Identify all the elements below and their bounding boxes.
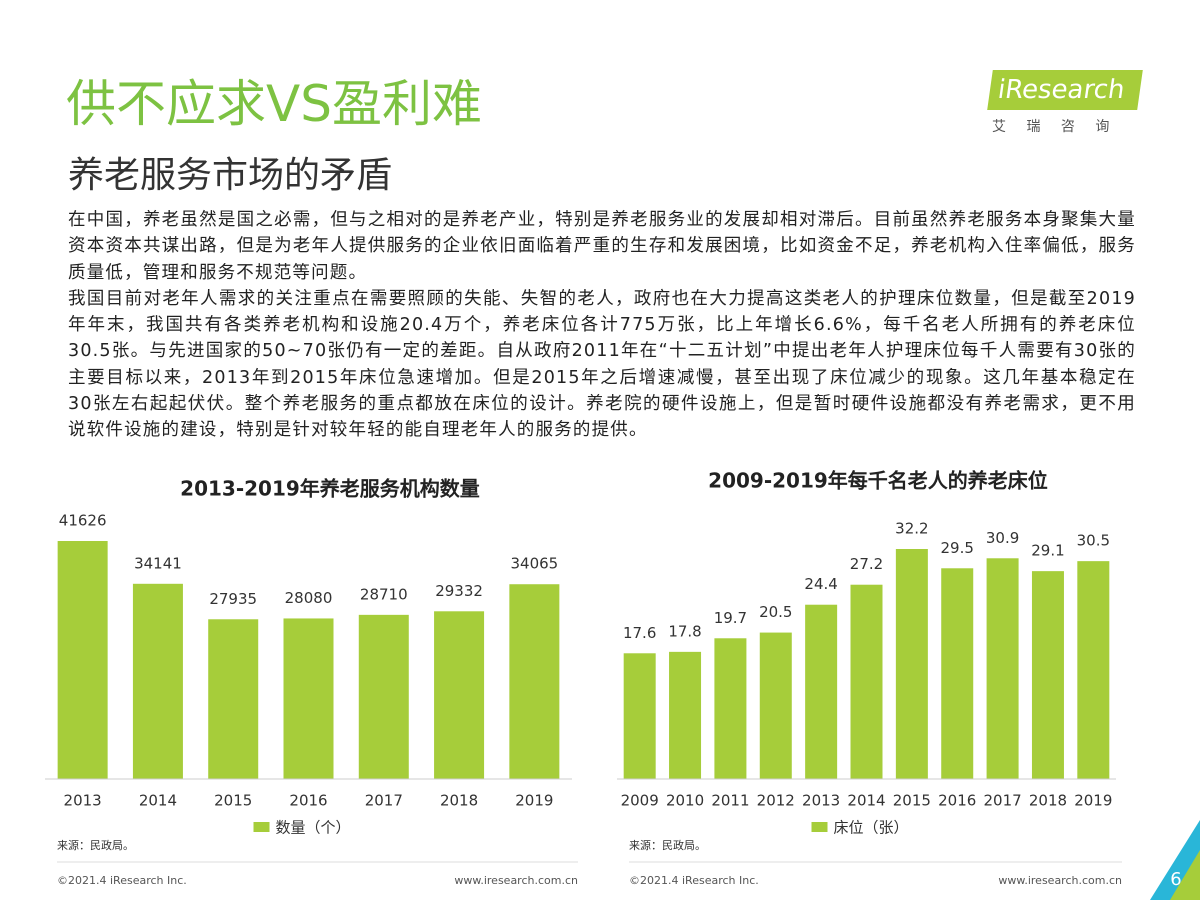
x-tick-label: 2013 bbox=[64, 792, 102, 810]
footer-url: www.iresearch.com.cn bbox=[998, 874, 1122, 887]
bar bbox=[358, 614, 409, 779]
bar bbox=[434, 611, 485, 779]
data-label: 28080 bbox=[285, 589, 333, 607]
data-label: 30.5 bbox=[1077, 532, 1110, 550]
x-tick-label: 2010 bbox=[666, 792, 704, 810]
data-label: 34065 bbox=[510, 555, 558, 573]
bar bbox=[623, 653, 656, 779]
slide-subtitle: 养老服务市场的矛盾 bbox=[68, 155, 393, 196]
x-tick-label: 2014 bbox=[139, 792, 177, 810]
data-label: 29.1 bbox=[1031, 542, 1064, 560]
legend-swatch bbox=[253, 822, 270, 832]
paragraph: 在中国，养老虽然是国之必需，但与之相对的是养老产业，特别是养老服务业的发展却相对… bbox=[68, 210, 1136, 283]
footer-copyright: ©2021.4 iResearch Inc. bbox=[57, 874, 187, 887]
data-label: 17.6 bbox=[623, 624, 656, 642]
bar bbox=[208, 619, 259, 779]
footer-copyright: ©2021.4 iResearch Inc. bbox=[629, 874, 759, 887]
footer-url: www.iresearch.com.cn bbox=[454, 874, 578, 887]
legend-label: 数量（个） bbox=[276, 819, 351, 837]
data-label: 27.2 bbox=[850, 555, 883, 573]
data-label: 41626 bbox=[59, 512, 107, 530]
x-tick-label: 2014 bbox=[847, 792, 885, 810]
legend-label: 床位（张） bbox=[834, 819, 909, 837]
bar bbox=[1031, 571, 1064, 779]
bar bbox=[941, 568, 974, 779]
body-text: 在中国，养老虽然是国之必需，但与之相对的是养老产业，特别是养老服务业的发展却相对… bbox=[68, 207, 1136, 444]
data-label: 24.4 bbox=[804, 575, 837, 593]
x-tick-label: 2011 bbox=[711, 792, 749, 810]
bar bbox=[509, 584, 560, 779]
logo-cn: 艾 瑞 咨 询 bbox=[992, 119, 1118, 135]
source-note: 来源：民政局。 bbox=[629, 838, 706, 852]
x-tick-label: 2016 bbox=[938, 792, 976, 810]
legend-swatch bbox=[811, 822, 828, 832]
bar bbox=[805, 604, 838, 779]
x-tick-label: 2017 bbox=[365, 792, 403, 810]
data-label: 28710 bbox=[360, 585, 408, 603]
bar bbox=[714, 638, 747, 779]
source-note: 来源：民政局。 bbox=[57, 838, 134, 852]
bar bbox=[132, 583, 183, 779]
bar bbox=[669, 651, 702, 779]
x-tick-label: 2016 bbox=[289, 792, 327, 810]
slide-title: 供不应求VS盈利难 bbox=[66, 75, 482, 133]
data-label: 30.9 bbox=[986, 529, 1019, 547]
bar bbox=[759, 632, 792, 779]
bar bbox=[57, 541, 108, 779]
chart-title: 2009-2019年每千名老人的养老床位 bbox=[708, 469, 1048, 493]
paragraph: 我国目前对老年人需求的关注重点在需要照顾的失能、失智的老人，政府也在大力提高这类… bbox=[68, 288, 1136, 441]
x-tick-label: 2019 bbox=[515, 792, 553, 810]
x-tick-label: 2013 bbox=[802, 792, 840, 810]
x-tick-label: 2018 bbox=[1029, 792, 1067, 810]
x-tick-label: 2019 bbox=[1074, 792, 1112, 810]
x-tick-label: 2018 bbox=[440, 792, 478, 810]
x-tick-label: 2009 bbox=[621, 792, 659, 810]
bar bbox=[895, 549, 928, 779]
data-label: 20.5 bbox=[759, 603, 792, 621]
corner-decoration bbox=[1170, 850, 1200, 900]
bar bbox=[850, 584, 883, 779]
x-tick-label: 2017 bbox=[983, 792, 1021, 810]
x-tick-label: 2015 bbox=[893, 792, 931, 810]
bar bbox=[986, 558, 1019, 779]
bar bbox=[283, 618, 334, 779]
data-label: 17.8 bbox=[668, 622, 701, 640]
x-tick-label: 2012 bbox=[757, 792, 795, 810]
bar bbox=[1077, 561, 1110, 779]
data-label: 32.2 bbox=[895, 520, 928, 538]
data-label: 29.5 bbox=[941, 539, 974, 557]
data-label: 27935 bbox=[209, 590, 257, 608]
data-label: 19.7 bbox=[714, 609, 747, 627]
chart-title: 2013-2019年养老服务机构数量 bbox=[180, 477, 480, 501]
data-label: 34141 bbox=[134, 554, 182, 572]
data-label: 29332 bbox=[435, 582, 483, 600]
page-number: 6 bbox=[1170, 869, 1181, 890]
x-tick-label: 2015 bbox=[214, 792, 252, 810]
